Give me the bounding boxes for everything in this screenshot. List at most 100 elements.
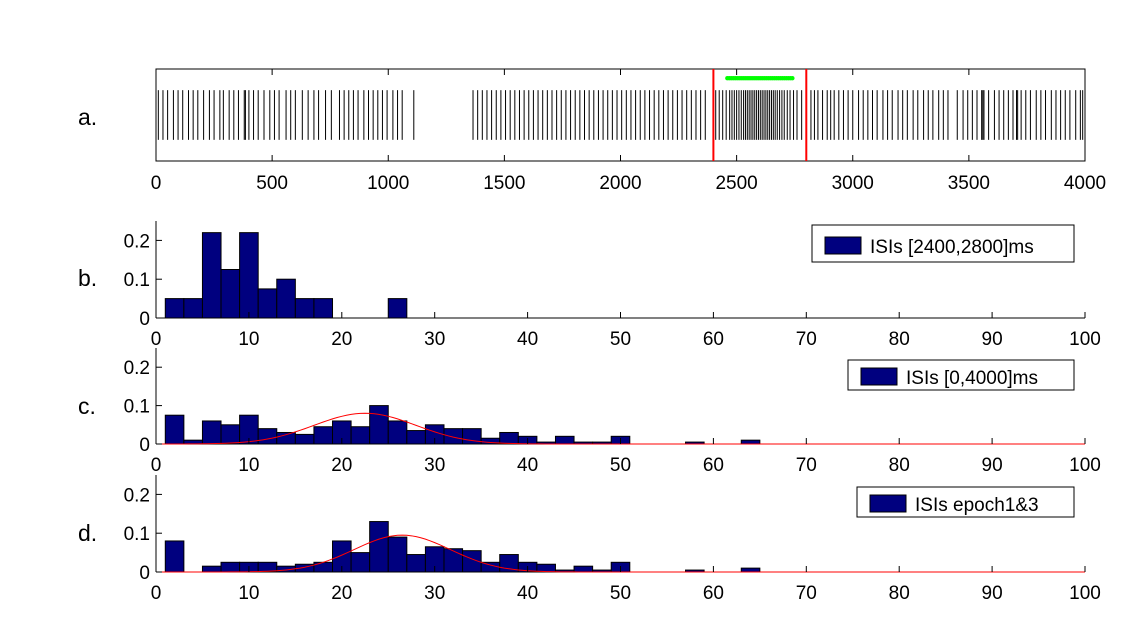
- histogram-bar: [294, 433, 315, 445]
- x-tick-label: 0: [151, 329, 162, 350]
- x-tick-label: 20: [331, 583, 352, 604]
- raster-panel: a. 0 500 1000 1500 2000 2500 3000 3500 4000: [78, 68, 1106, 194]
- histogram-bar: [480, 561, 501, 573]
- histogram-bar: [313, 426, 334, 445]
- x-tick-label: 0: [151, 583, 162, 604]
- raster-x-ticks: 0 500 1000 1500 2000 2500 3000 3500 4000: [151, 69, 1106, 194]
- x-tick-label: 0: [151, 455, 162, 476]
- y-tick-label: 0.1: [124, 397, 150, 418]
- legend-label-c: ISIs [0,4000]ms: [906, 368, 1038, 389]
- x-tick-label: 80: [889, 329, 910, 350]
- green-marker-row: [725, 76, 795, 81]
- x-tick-label: 60: [703, 455, 724, 476]
- x-tick-label: 10: [238, 455, 259, 476]
- histogram-bar: [573, 565, 594, 573]
- x-tick-label: 70: [796, 329, 817, 350]
- x-tick-label: 50: [610, 455, 631, 476]
- x-tick-label: 30: [424, 455, 445, 476]
- panel-label-a: a.: [78, 104, 97, 130]
- y-ticks-b: 0 0.1 0.2: [124, 231, 162, 330]
- y-tick-label: 0.2: [124, 231, 150, 252]
- x-tick-label: 20: [331, 329, 352, 350]
- spike-train: [157, 90, 1084, 140]
- y-tick-label: 0: [139, 563, 150, 584]
- x-tick-label: 10: [238, 329, 259, 350]
- x-tick-label: 3500: [948, 173, 990, 194]
- x-tick-label: 4000: [1064, 173, 1106, 194]
- histogram-bar: [164, 298, 185, 319]
- histogram-bar: [387, 536, 408, 573]
- legend-swatch-c: [860, 367, 898, 386]
- x-tick-label: 40: [517, 583, 538, 604]
- x-tick-label: 2500: [715, 173, 757, 194]
- x-tick-label: 40: [517, 329, 538, 350]
- histogram-bar: [239, 232, 259, 319]
- x-tick-label: 10: [238, 583, 259, 604]
- x-tick-label: 20: [331, 455, 352, 476]
- legend-c: ISIs [0,4000]ms: [847, 359, 1075, 391]
- x-tick-label: 90: [982, 455, 1003, 476]
- histogram-bar: [740, 439, 761, 445]
- histogram-bar: [387, 298, 408, 319]
- x-tick-label: 80: [889, 455, 910, 476]
- histogram-bar: [220, 424, 241, 445]
- x-ticks-d: 0 10 20 30 40 50 60 70 80 90 100: [151, 566, 1101, 604]
- y-ticks-d: 0 0.1 0.2: [124, 485, 162, 584]
- x-tick-label: 0: [151, 173, 162, 194]
- histogram-bar: [443, 428, 464, 445]
- x-tick-label: 100: [1069, 583, 1101, 604]
- histogram-bar: [443, 548, 464, 573]
- legend-d: ISIs epoch1&3: [856, 486, 1075, 518]
- y-tick-label: 0: [139, 309, 150, 330]
- histogram-bar: [257, 428, 278, 445]
- y-tick-label: 0.1: [124, 524, 150, 545]
- x-tick-label: 90: [982, 329, 1003, 350]
- histogram-bar: [276, 278, 296, 319]
- histogram-bar: [387, 420, 408, 445]
- x-tick-label: 1500: [483, 173, 525, 194]
- x-tick-label: 50: [610, 329, 631, 350]
- y-tick-label: 0.2: [124, 358, 150, 379]
- histogram-bar: [313, 561, 334, 573]
- histogram-bar: [554, 435, 575, 445]
- histogram-panel-c: c. 0 10 20 30 40 50 60 70 80 90 100 0 0.1 0.2 ISIs […: [78, 348, 1101, 476]
- histogram-bar: [220, 269, 241, 319]
- x-tick-label: 2000: [599, 173, 641, 194]
- x-tick-label: 70: [796, 455, 817, 476]
- legend-label-d: ISIs epoch1&3: [915, 495, 1039, 516]
- panel-label-c: c.: [78, 393, 96, 419]
- legend-b: ISIs [2400,2800]ms: [811, 224, 1075, 263]
- y-tick-label: 0.2: [124, 485, 150, 506]
- histogram-bar: [201, 420, 222, 445]
- y-tick-label: 0: [139, 435, 150, 456]
- histogram-bar: [164, 540, 185, 573]
- histogram-panel-d: d. 0 10 20 30 40 50 60 70 80 90 100 0 0.1 0.2 ISIs e…: [78, 475, 1101, 604]
- histogram-bars-b: [164, 232, 408, 319]
- histogram-bars-c: [164, 405, 761, 445]
- x-tick-label: 100: [1069, 455, 1101, 476]
- histogram-bar: [350, 552, 371, 573]
- histogram-bar: [257, 288, 278, 319]
- x-tick-label: 30: [424, 329, 445, 350]
- panel-label-d: d.: [78, 520, 97, 546]
- histogram-bar: [164, 414, 185, 445]
- histogram-bar: [220, 561, 241, 573]
- histogram-bar: [536, 563, 556, 573]
- histogram-bar: [369, 405, 389, 445]
- x-tick-label: 100: [1069, 329, 1101, 350]
- x-tick-label: 1000: [367, 173, 409, 194]
- histogram-bar: [313, 298, 334, 319]
- x-tick-label: 80: [889, 583, 910, 604]
- x-tick-label: 90: [982, 583, 1003, 604]
- y-ticks-c: 0 0.1 0.2: [124, 358, 162, 456]
- histogram-bar: [462, 550, 482, 573]
- x-tick-label: 60: [703, 329, 724, 350]
- histogram-bar: [406, 430, 426, 445]
- x-ticks-c: 0 10 20 30 40 50 60 70 80 90 100: [151, 438, 1101, 476]
- histogram-bar: [350, 426, 371, 445]
- legend-swatch-d: [869, 494, 907, 513]
- histogram-bar: [499, 431, 519, 445]
- green-marker-dot: [790, 76, 795, 81]
- histogram-bar: [201, 232, 222, 319]
- raster-axes-box: [155, 68, 1086, 162]
